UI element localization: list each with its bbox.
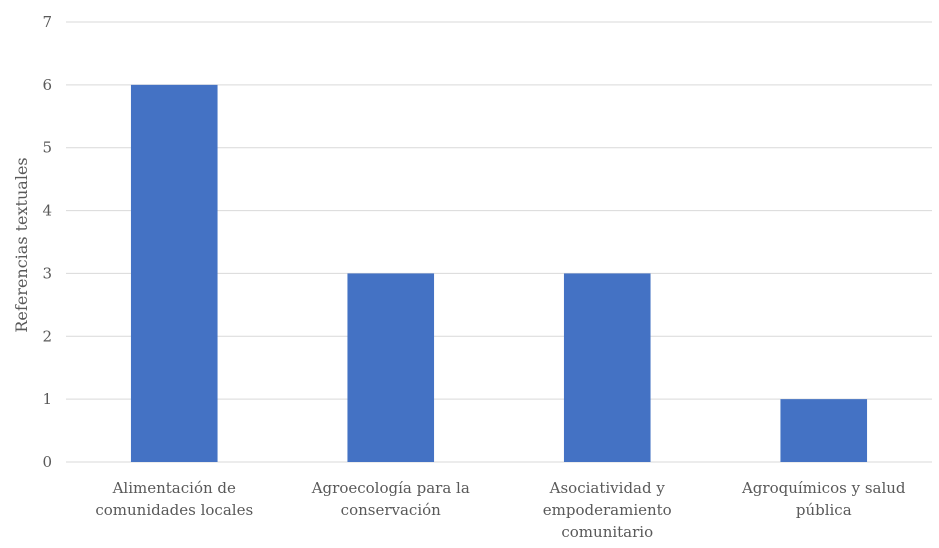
y-tick-label: 2 [42, 327, 52, 345]
bar [563, 273, 651, 462]
bar [780, 399, 868, 462]
y-tick-label: 3 [42, 264, 52, 282]
bar [130, 84, 218, 462]
y-tick-label: 4 [42, 202, 52, 220]
y-axis-title: Referencias textuales [12, 157, 31, 332]
category-labels: Alimentación de comunidades locales Agroec… [95, 479, 906, 541]
y-tick-label: 1 [42, 390, 52, 408]
bars [130, 84, 868, 462]
y-tick-label: 7 [42, 13, 52, 31]
category-label: Alimentación de comunidades locales [95, 479, 253, 519]
y-tick-labels: 0 1 2 3 4 5 6 7 [42, 13, 52, 471]
category-label: Asociatividad y empoderamiento comunitario [543, 479, 672, 541]
category-label: Agroquímicos y salud pública [741, 479, 906, 519]
y-tick-label: 0 [42, 453, 52, 471]
y-tick-label: 5 [42, 139, 52, 157]
bar [347, 273, 435, 462]
category-label: Agroecología para la conservación [311, 479, 470, 519]
y-tick-label: 6 [42, 76, 52, 94]
